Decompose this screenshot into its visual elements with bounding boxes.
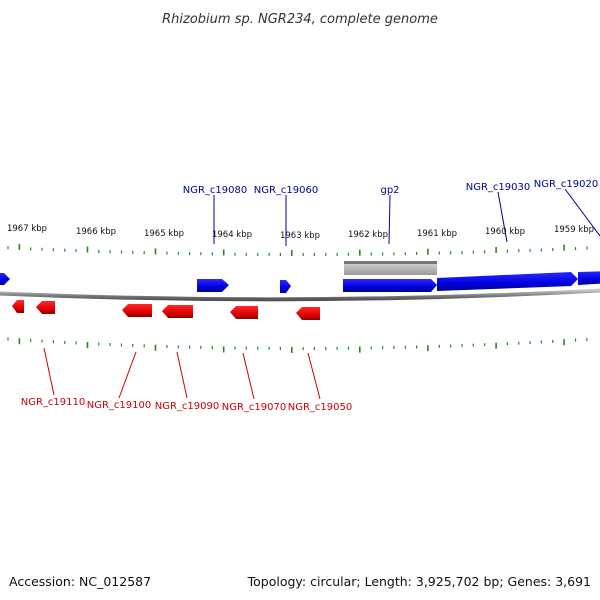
forward-gene-arrow[interactable] xyxy=(0,273,10,285)
ruler-label-1963: 1963 kbp xyxy=(280,231,320,241)
reverse-gene-arrow[interactable] xyxy=(36,301,55,314)
forward-label-connectors xyxy=(213,188,600,246)
ruler-ticks-top xyxy=(7,243,588,256)
gene-label-gp2[interactable]: gp2 xyxy=(380,185,399,196)
forward-gene-labels: NGR_c19080 NGR_c19060 gp2 NGR_c19030 NGR… xyxy=(183,179,599,196)
gene-label-ngr-c19090[interactable]: NGR_c19090 xyxy=(155,401,220,412)
gene-label-ngr-c19060[interactable]: NGR_c19060 xyxy=(254,185,319,196)
topology-text: Topology: circular; Length: 3,925,702 bp… xyxy=(247,574,591,589)
ruler-ticks-bottom xyxy=(7,337,588,353)
ruler-label-1966: 1966 kbp xyxy=(76,227,116,237)
ruler-label-1965: 1965 kbp xyxy=(144,229,184,239)
ruler-label-1967: 1967 kbp xyxy=(7,224,47,234)
forward-gene-arrow[interactable] xyxy=(437,272,578,291)
reverse-genes xyxy=(12,300,320,320)
reverse-gene-arrow[interactable] xyxy=(230,306,258,319)
reverse-gene-arrow[interactable] xyxy=(122,304,152,317)
forward-genes xyxy=(0,271,600,293)
reverse-label-connectors xyxy=(43,347,321,400)
reverse-gene-arrow[interactable] xyxy=(162,305,193,318)
reverse-gene-labels: NGR_c19110 NGR_c19100 NGR_c19090 NGR_c19… xyxy=(21,397,353,413)
gene-label-ngr-c19100[interactable]: NGR_c19100 xyxy=(87,400,152,411)
ruler-label-1959: 1959 kbp xyxy=(554,225,594,235)
gene-label-ngr-c19020[interactable]: NGR_c19020 xyxy=(534,179,599,190)
reverse-gene-arrow[interactable] xyxy=(296,307,320,320)
gene-label-ngr-c19030[interactable]: NGR_c19030 xyxy=(466,182,531,193)
gene-label-ngr-c19070[interactable]: NGR_c19070 xyxy=(222,402,287,413)
reverse-gene-arrow[interactable] xyxy=(12,300,24,313)
gene-label-ngr-c19050[interactable]: NGR_c19050 xyxy=(288,402,353,413)
forward-gene-arrow[interactable] xyxy=(197,279,229,292)
forward-gene-arrow[interactable] xyxy=(578,271,600,285)
forward-gene-arrow[interactable] xyxy=(280,280,291,293)
accession-text: Accession: NC_012587 xyxy=(9,574,151,589)
ruler-label-1962: 1962 kbp xyxy=(348,230,388,240)
pseudo-gene-gp2[interactable] xyxy=(344,261,437,275)
genome-backbone xyxy=(0,288,600,302)
gene-label-ngr-c19080[interactable]: NGR_c19080 xyxy=(183,185,248,196)
ruler-label-1964: 1964 kbp xyxy=(212,230,252,240)
ruler-label-1961: 1961 kbp xyxy=(417,229,457,239)
forward-gene-arrow[interactable] xyxy=(343,279,437,292)
gene-label-ngr-c19110[interactable]: NGR_c19110 xyxy=(21,397,86,408)
map-title: Rhizobium sp. NGR234, complete genome xyxy=(162,12,438,27)
